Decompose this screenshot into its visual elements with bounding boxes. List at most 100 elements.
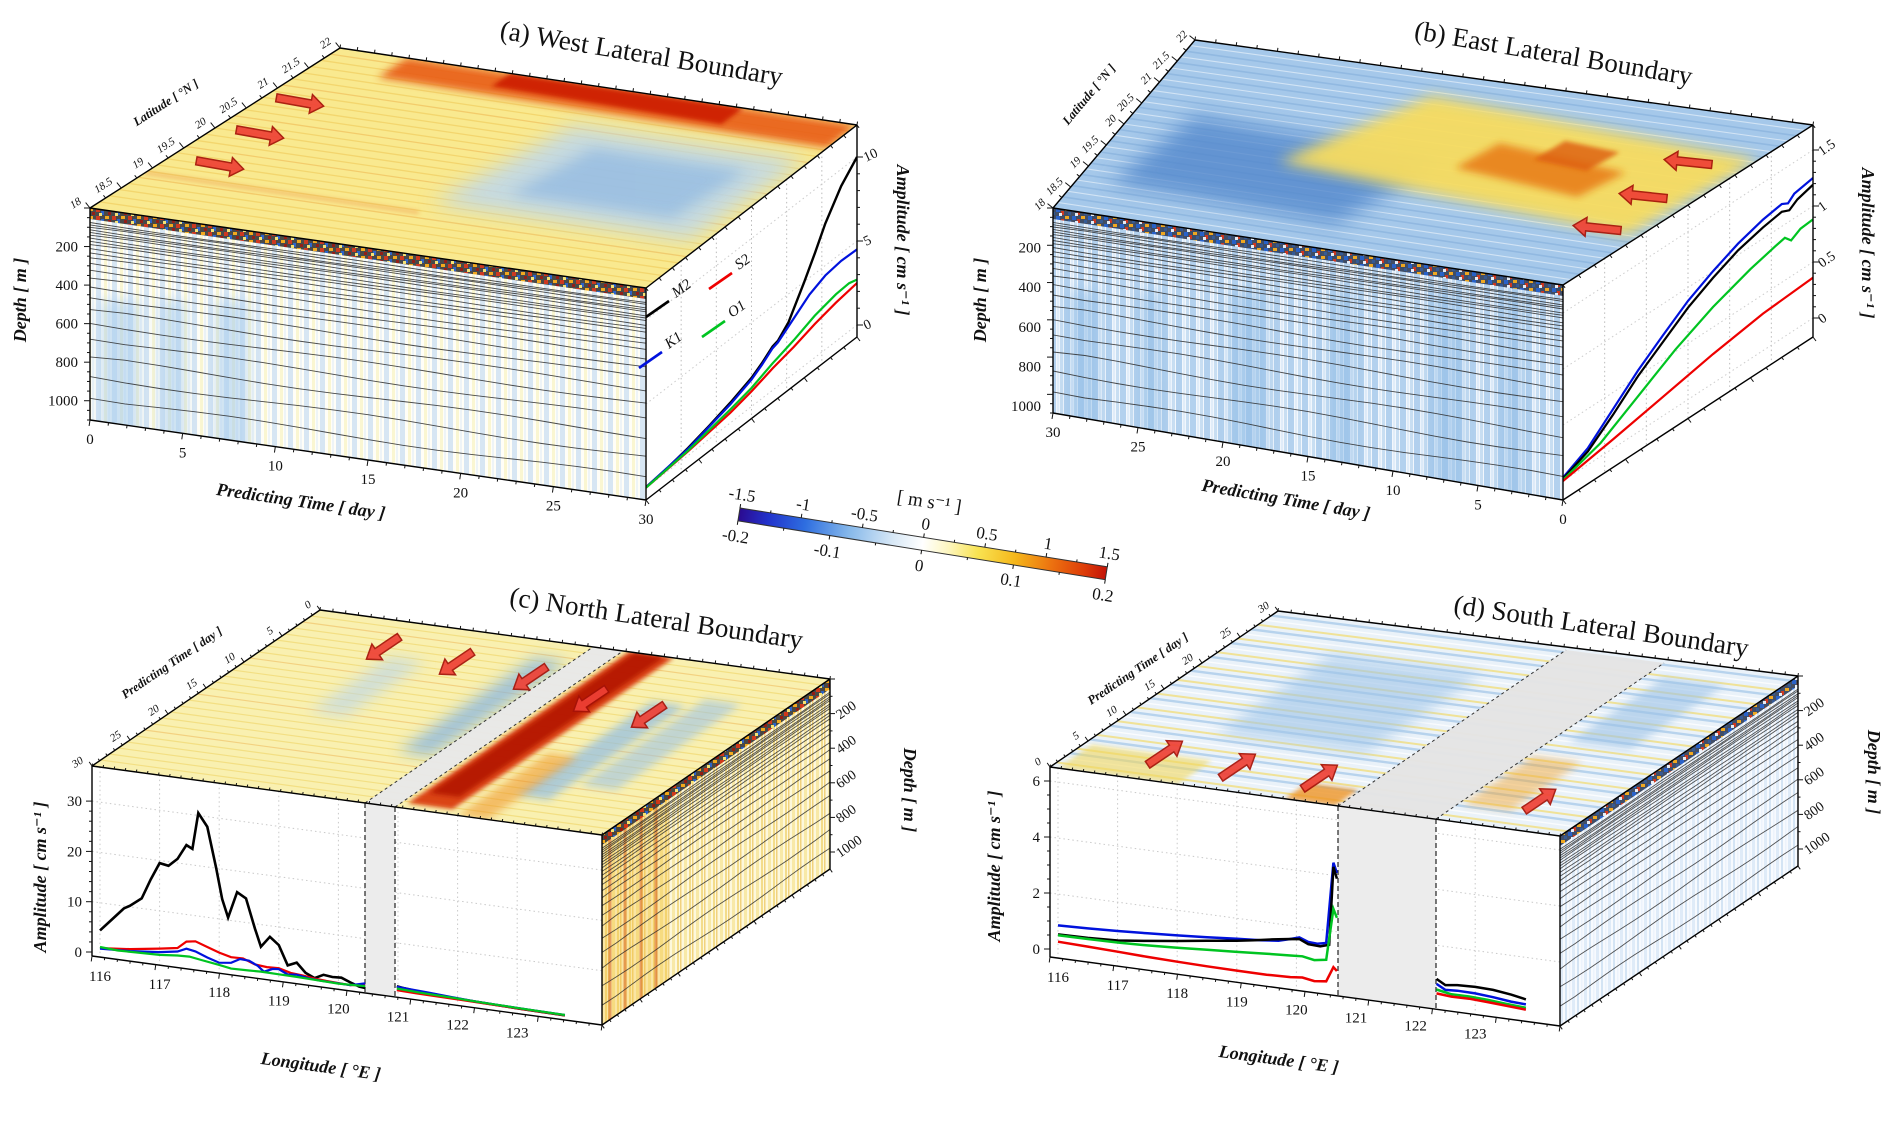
tick-label: 5 xyxy=(1474,498,1482,514)
tick xyxy=(1640,234,1644,239)
tick xyxy=(649,90,652,95)
contour-line xyxy=(90,252,646,333)
tick-label: -1.5 xyxy=(727,483,757,506)
tick xyxy=(1607,993,1610,997)
series-S2 xyxy=(1563,276,1813,482)
tick xyxy=(666,93,669,97)
surface-top-north-texture xyxy=(100,615,822,830)
tick xyxy=(1503,78,1506,83)
grid-line xyxy=(1563,261,1813,426)
tick xyxy=(1136,427,1139,434)
tick xyxy=(1441,70,1444,75)
tick xyxy=(1726,913,1729,917)
tick xyxy=(1135,98,1143,104)
tick xyxy=(644,499,647,507)
tick xyxy=(799,889,802,893)
legend-swatch xyxy=(701,319,726,339)
contour-line xyxy=(1560,778,1798,940)
panel-east: 1818.51919.52020.52121.52220040060080010… xyxy=(970,15,1878,528)
tick-label: 1 xyxy=(1816,199,1830,215)
tick xyxy=(645,287,649,292)
tick xyxy=(814,879,817,882)
tick-label: 10 xyxy=(1104,703,1120,719)
tick-label: 116 xyxy=(1047,970,1069,986)
contour-line xyxy=(90,231,646,313)
contour-line xyxy=(1053,391,1563,477)
tick-label: 0 xyxy=(75,945,83,961)
tick xyxy=(295,623,298,626)
tick xyxy=(97,758,101,762)
series-M2 xyxy=(1435,977,1527,1001)
tick xyxy=(1593,264,1597,269)
tick xyxy=(770,108,772,113)
contour-line xyxy=(1053,370,1563,457)
tick-label: 1000 xyxy=(834,833,866,861)
surface-streak xyxy=(100,759,611,830)
tick xyxy=(1129,110,1134,114)
tick-label: 10 xyxy=(222,650,238,666)
amp-axis-label-c: Amplitude [ cm s⁻¹ ] xyxy=(30,802,50,954)
contour-line xyxy=(1053,236,1563,316)
tick xyxy=(711,448,715,452)
tick xyxy=(711,236,715,241)
tick-label: 0 xyxy=(913,556,924,576)
contour-line xyxy=(1560,755,1798,917)
grid-line xyxy=(92,901,602,972)
tick-label: 20.5 xyxy=(217,95,240,116)
tick-label: 123 xyxy=(1464,1027,1487,1043)
tick-label: 19 xyxy=(1067,154,1084,171)
tick xyxy=(1260,619,1264,622)
contour-line xyxy=(1053,255,1563,337)
tick xyxy=(316,605,321,611)
tick xyxy=(105,753,108,756)
tick xyxy=(164,709,169,715)
tick xyxy=(692,962,696,965)
tick xyxy=(1147,89,1151,93)
tick xyxy=(1812,336,1817,342)
tick-label: 30 xyxy=(1046,425,1061,441)
amplitude-panel-north xyxy=(92,766,602,1025)
tick xyxy=(1230,639,1233,643)
tick-label: 22 xyxy=(318,35,334,51)
tick xyxy=(751,418,755,423)
flow-arrow xyxy=(194,155,245,178)
tick xyxy=(830,357,833,361)
tick xyxy=(1215,650,1218,653)
tick xyxy=(843,134,847,139)
contour-line xyxy=(1560,700,1798,861)
tick xyxy=(154,964,157,971)
tick xyxy=(1599,999,1603,1003)
contour-line xyxy=(1560,702,1798,864)
tick xyxy=(800,513,803,518)
tick-label: 15 xyxy=(361,472,376,488)
tick xyxy=(829,868,833,873)
flow-arrows-west xyxy=(194,92,325,178)
surface-streak xyxy=(311,615,822,686)
tick xyxy=(658,277,662,281)
tick-label: 118 xyxy=(1166,986,1188,1002)
contour-line xyxy=(602,812,830,969)
legend-swatch xyxy=(708,271,733,291)
tick xyxy=(1671,428,1675,432)
contour-line xyxy=(602,691,830,849)
tick-label: 20 xyxy=(1216,454,1231,470)
tick-label: 6 xyxy=(1033,774,1041,790)
tick xyxy=(764,408,767,412)
flow-arrow xyxy=(1299,763,1339,794)
tick xyxy=(738,931,741,934)
tick-label: 800 xyxy=(1802,799,1828,823)
tick-label: 10 xyxy=(861,146,880,166)
tick xyxy=(1765,154,1769,159)
tick xyxy=(249,654,253,658)
tick xyxy=(817,367,820,371)
tick xyxy=(442,59,445,64)
tick-label: 600 xyxy=(834,768,860,792)
tick xyxy=(1734,387,1738,391)
depth-axis-label-d: Depth [ m ] xyxy=(1864,729,1884,815)
tick xyxy=(1045,553,1048,558)
tick xyxy=(856,124,860,129)
tick xyxy=(178,142,185,149)
contour-line xyxy=(602,700,830,858)
tick xyxy=(264,644,268,647)
tick xyxy=(830,145,834,149)
